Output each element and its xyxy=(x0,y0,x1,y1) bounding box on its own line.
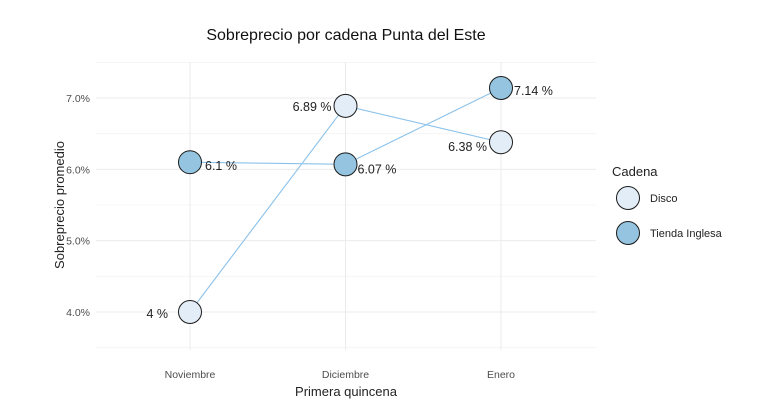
y-tick-label: 5.0% xyxy=(66,236,90,248)
data-labels: 4 % 6.89 % 6.38 % 6.1 % 6.07 % 7.14 % xyxy=(146,84,552,321)
data-points xyxy=(178,76,513,324)
x-axis-title: Primera quincena xyxy=(295,384,398,399)
y-tick-label: 6.0% xyxy=(66,164,90,176)
x-tick-label: Diciembre xyxy=(322,369,369,381)
data-label: 7.14 % xyxy=(514,84,553,98)
legend-label: Tienda Inglesa xyxy=(650,228,723,240)
data-point xyxy=(333,152,358,177)
legend-key xyxy=(616,186,640,210)
y-axis-title: Sobreprecio promedio xyxy=(52,141,67,269)
x-tick-labels: Noviembre Diciembre Enero xyxy=(165,369,516,381)
legend-label: Disco xyxy=(650,193,678,205)
x-tick-label: Noviembre xyxy=(165,369,216,381)
data-point xyxy=(489,130,513,155)
data-point xyxy=(178,150,202,175)
legend-title: Cadena xyxy=(612,164,658,179)
data-label: 6.38 % xyxy=(448,140,487,154)
y-tick-label: 7.0% xyxy=(66,93,90,105)
data-label: 6.1 % xyxy=(205,159,237,173)
y-tick-label: 4.0% xyxy=(66,307,90,319)
chart-title: Sobreprecio por cadena Punta del Este xyxy=(206,27,485,44)
x-tick-label: Enero xyxy=(487,369,515,381)
data-label: 6.07 % xyxy=(358,162,397,176)
data-point xyxy=(178,300,202,324)
data-label: 6.89 % xyxy=(293,100,332,114)
legend-key xyxy=(616,221,640,245)
data-point xyxy=(333,93,358,118)
legend: Cadena Disco Tienda Inglesa xyxy=(612,164,723,245)
data-label: 4 % xyxy=(146,307,168,321)
y-tick-labels: 4.0% 5.0% 6.0% 7.0% xyxy=(66,93,90,319)
data-point xyxy=(489,76,513,101)
